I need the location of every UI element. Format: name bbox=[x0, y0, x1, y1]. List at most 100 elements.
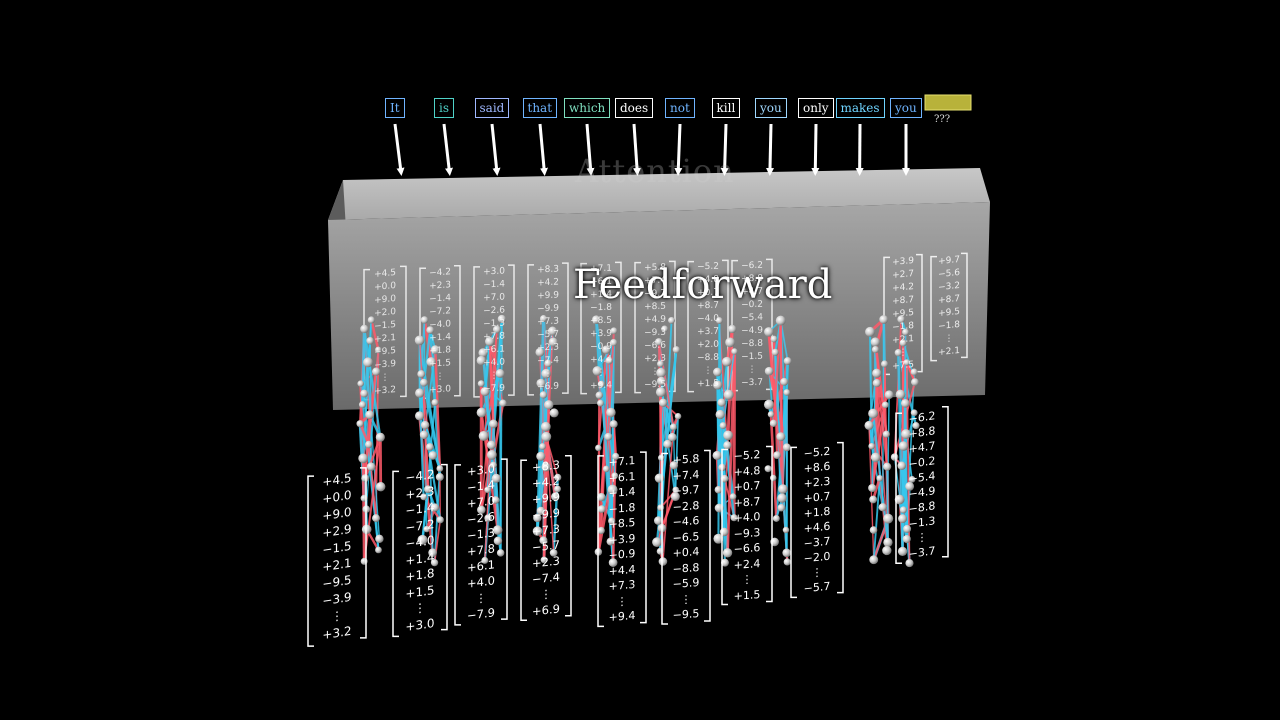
vector-entry: +8.5 bbox=[644, 301, 666, 313]
feedforward-edge bbox=[886, 466, 889, 543]
vector-entry: −9.5 bbox=[672, 607, 700, 622]
neuron bbox=[729, 493, 737, 500]
neuron bbox=[905, 559, 914, 568]
neuron bbox=[870, 452, 881, 463]
neuron bbox=[356, 420, 364, 428]
vector-entry: +8.8 bbox=[741, 273, 763, 285]
neuron bbox=[869, 526, 878, 534]
output-vector-5: +7.1 +6.1 +1.4 −1.8 +8.5 +3.9 −0.9 +4.4 ⋮ +9.4 bbox=[584, 262, 618, 393]
neuron bbox=[910, 409, 918, 417]
feedforward-edge bbox=[488, 341, 495, 424]
input-vector-4: +8.3 +4.2 +9.9 −9.9 +7.3 −5.7 +2.3 −7.4 ⋮ +6.9 bbox=[524, 456, 568, 621]
neuron bbox=[592, 366, 603, 376]
vector-bracket-left bbox=[930, 255, 937, 362]
neuron bbox=[674, 412, 682, 420]
neuron bbox=[541, 421, 551, 432]
neuron bbox=[672, 486, 680, 494]
feedforward-edge bbox=[767, 331, 784, 490]
neuron bbox=[882, 430, 890, 438]
neuron bbox=[606, 537, 615, 546]
vector-entry: +2.3 bbox=[644, 353, 666, 365]
neuron bbox=[477, 380, 485, 387]
neuron bbox=[554, 485, 561, 493]
unknown-token-box bbox=[924, 94, 972, 111]
neuron bbox=[783, 357, 792, 365]
neuron bbox=[771, 348, 779, 356]
vector-entry: −1.8 bbox=[590, 302, 612, 314]
neuron bbox=[428, 451, 438, 460]
vector-bracket-right bbox=[441, 463, 448, 631]
vector-bracket-left bbox=[634, 261, 641, 394]
input-vector-9: −6.2 +8.8 +4.7 −0.2 −5.4 −4.9 −8.8 −1.3 ⋮ −3.7 bbox=[899, 407, 945, 563]
input-vector-2: −4.2 +2.3 −1.4 −7.2 −4.0 +1.4 +1.8 +1.5 ⋮ +3.0 bbox=[396, 465, 444, 637]
neuron bbox=[430, 503, 440, 512]
feedforward-edge bbox=[779, 320, 784, 490]
neuron bbox=[882, 545, 892, 556]
vector-entry: −9.5 bbox=[644, 379, 666, 391]
neuron bbox=[714, 485, 723, 494]
neuron bbox=[872, 379, 881, 388]
feedforward-edge bbox=[370, 319, 380, 351]
neuron bbox=[375, 432, 385, 442]
output-vector-7: −5.2 +4.8 +0.7 +8.7 −4.0 +3.7 +2.0 −8.8 ⋮ +1.5 bbox=[691, 260, 725, 391]
unknown-token-label: ??? bbox=[934, 114, 951, 125]
feedforward-edge bbox=[363, 328, 382, 438]
vector-entry: +8.5 bbox=[590, 315, 612, 327]
neuron bbox=[597, 399, 604, 407]
output-vector-10: +9.7 −5.6 −3.2 +8.7 +9.5 −1.8 ⋮ +2.1 bbox=[934, 253, 964, 360]
neuron bbox=[658, 557, 668, 566]
neuron bbox=[365, 410, 375, 420]
neuron bbox=[604, 432, 613, 441]
token-arrow bbox=[674, 123, 683, 176]
neuron bbox=[713, 367, 722, 377]
vector-entry: +6.1 bbox=[590, 276, 612, 288]
neuron bbox=[713, 380, 723, 390]
neuron bbox=[591, 315, 601, 324]
feedforward-edge bbox=[662, 426, 675, 562]
token-3: said bbox=[474, 98, 510, 118]
token-4: that bbox=[522, 98, 558, 118]
vector-entry: ⋮ bbox=[596, 367, 606, 379]
vector-entry: −8.8 bbox=[741, 338, 763, 350]
neuron bbox=[663, 439, 672, 449]
neuron bbox=[493, 536, 503, 546]
neuron bbox=[420, 493, 427, 501]
feedforward-edge bbox=[772, 320, 782, 424]
vector-entry: +4.4 bbox=[590, 354, 612, 366]
neuron bbox=[544, 359, 552, 368]
vector-bracket-right bbox=[942, 406, 949, 558]
neuron bbox=[549, 548, 558, 557]
neuron bbox=[667, 432, 677, 442]
token-9: you bbox=[755, 98, 787, 118]
neuron bbox=[723, 430, 733, 441]
neuron bbox=[767, 411, 775, 418]
vector-entry: +1.5 bbox=[697, 378, 719, 390]
token-10: only bbox=[798, 98, 834, 118]
output-vector-4: +8.3 +4.2 +9.9 −9.9 +7.3 −5.7 +2.3 −7.4 ⋮ +6.9 bbox=[531, 263, 565, 395]
neuron bbox=[597, 492, 606, 502]
neuron bbox=[419, 430, 429, 440]
neuron bbox=[901, 429, 911, 439]
neuron bbox=[420, 316, 429, 324]
vector-entry: +4.7 bbox=[741, 286, 763, 298]
vector-entry: −5.4 bbox=[741, 312, 763, 324]
neuron bbox=[424, 485, 432, 494]
neuron bbox=[489, 419, 498, 429]
feedforward-edge bbox=[769, 414, 778, 519]
neuron bbox=[609, 420, 618, 429]
vector-bracket-right bbox=[501, 458, 508, 620]
neuron bbox=[496, 549, 505, 557]
neuron bbox=[476, 355, 486, 366]
neuron bbox=[868, 408, 879, 419]
neuron bbox=[910, 368, 918, 376]
neuron bbox=[725, 337, 735, 348]
token-11: makes bbox=[835, 98, 885, 118]
neuron bbox=[878, 503, 887, 512]
vector-entry: +4.8 bbox=[697, 274, 719, 286]
neuron bbox=[497, 314, 506, 324]
neuron bbox=[773, 451, 781, 459]
vector-bracket-left bbox=[473, 266, 480, 398]
neuron bbox=[903, 524, 912, 533]
vector-entry: +3.0 bbox=[429, 384, 451, 396]
neuron bbox=[899, 339, 907, 347]
